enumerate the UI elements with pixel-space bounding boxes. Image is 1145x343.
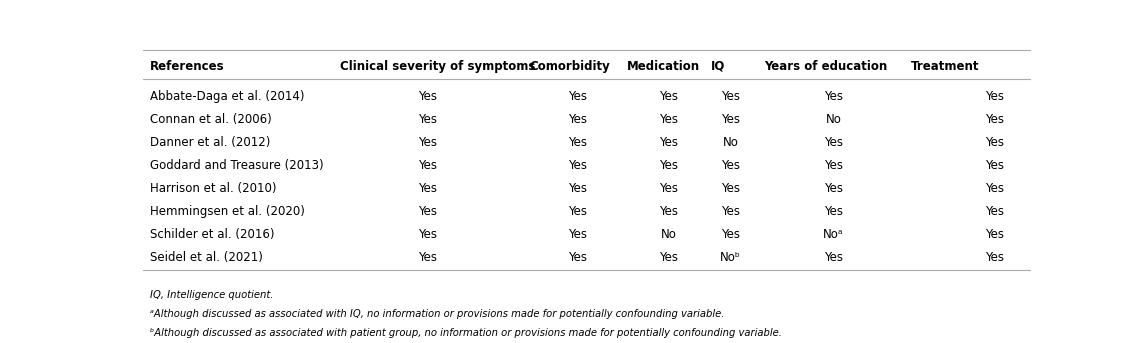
Text: Yes: Yes bbox=[824, 182, 843, 195]
Text: Yes: Yes bbox=[660, 182, 678, 195]
Text: Yes: Yes bbox=[986, 136, 1004, 149]
Text: Yes: Yes bbox=[986, 228, 1004, 241]
Text: No: No bbox=[661, 228, 677, 241]
Text: Danner et al. (2012): Danner et al. (2012) bbox=[150, 136, 270, 149]
Text: Yes: Yes bbox=[418, 90, 436, 103]
Text: Yes: Yes bbox=[568, 205, 587, 218]
Text: ᵇAlthough discussed as associated with patient group, no information or provisio: ᵇAlthough discussed as associated with p… bbox=[150, 328, 782, 338]
Text: Yes: Yes bbox=[568, 182, 587, 195]
Text: Yes: Yes bbox=[418, 251, 436, 264]
Text: Yes: Yes bbox=[824, 90, 843, 103]
Text: Seidel et al. (2021): Seidel et al. (2021) bbox=[150, 251, 263, 264]
Text: Hemmingsen et al. (2020): Hemmingsen et al. (2020) bbox=[150, 205, 305, 218]
Text: Yes: Yes bbox=[986, 251, 1004, 264]
Text: Yes: Yes bbox=[568, 90, 587, 103]
Text: Yes: Yes bbox=[660, 90, 678, 103]
Text: Yes: Yes bbox=[568, 159, 587, 172]
Text: Yes: Yes bbox=[824, 159, 843, 172]
Text: Yes: Yes bbox=[721, 182, 740, 195]
Text: ᵃAlthough discussed as associated with IQ, no information or provisions made for: ᵃAlthough discussed as associated with I… bbox=[150, 309, 725, 319]
Text: IQ, Intelligence quotient.: IQ, Intelligence quotient. bbox=[150, 290, 274, 300]
Text: Years of education: Years of education bbox=[765, 60, 887, 73]
Text: IQ: IQ bbox=[711, 60, 726, 73]
Text: Schilder et al. (2016): Schilder et al. (2016) bbox=[150, 228, 275, 241]
Text: Connan et al. (2006): Connan et al. (2006) bbox=[150, 113, 273, 126]
Text: Yes: Yes bbox=[660, 159, 678, 172]
Text: Medication: Medication bbox=[626, 60, 700, 73]
Text: Yes: Yes bbox=[418, 228, 436, 241]
Text: Yes: Yes bbox=[721, 228, 740, 241]
Text: Harrison et al. (2010): Harrison et al. (2010) bbox=[150, 182, 277, 195]
Text: Yes: Yes bbox=[986, 159, 1004, 172]
Text: Yes: Yes bbox=[568, 251, 587, 264]
Text: References: References bbox=[150, 60, 224, 73]
Text: Yes: Yes bbox=[721, 205, 740, 218]
Text: No: No bbox=[826, 113, 842, 126]
Text: Yes: Yes bbox=[660, 136, 678, 149]
Text: Noᵃ: Noᵃ bbox=[823, 228, 844, 241]
Text: Goddard and Treasure (2013): Goddard and Treasure (2013) bbox=[150, 159, 324, 172]
Text: Yes: Yes bbox=[986, 182, 1004, 195]
Text: Yes: Yes bbox=[721, 90, 740, 103]
Text: Yes: Yes bbox=[568, 228, 587, 241]
Text: Yes: Yes bbox=[986, 113, 1004, 126]
Text: Yes: Yes bbox=[660, 251, 678, 264]
Text: Yes: Yes bbox=[660, 113, 678, 126]
Text: Yes: Yes bbox=[418, 159, 436, 172]
Text: Yes: Yes bbox=[568, 136, 587, 149]
Text: Noᵇ: Noᵇ bbox=[720, 251, 741, 264]
Text: Yes: Yes bbox=[824, 205, 843, 218]
Text: Comorbidity: Comorbidity bbox=[529, 60, 610, 73]
Text: Yes: Yes bbox=[418, 182, 436, 195]
Text: Yes: Yes bbox=[824, 136, 843, 149]
Text: Yes: Yes bbox=[660, 205, 678, 218]
Text: Yes: Yes bbox=[418, 113, 436, 126]
Text: No: No bbox=[722, 136, 739, 149]
Text: Yes: Yes bbox=[418, 205, 436, 218]
Text: Yes: Yes bbox=[568, 113, 587, 126]
Text: Abbate-Daga et al. (2014): Abbate-Daga et al. (2014) bbox=[150, 90, 305, 103]
Text: Clinical severity of symptoms: Clinical severity of symptoms bbox=[340, 60, 536, 73]
Text: Yes: Yes bbox=[721, 159, 740, 172]
Text: Treatment: Treatment bbox=[910, 60, 979, 73]
Text: Yes: Yes bbox=[418, 136, 436, 149]
Text: Yes: Yes bbox=[824, 251, 843, 264]
Text: Yes: Yes bbox=[721, 113, 740, 126]
Text: Yes: Yes bbox=[986, 90, 1004, 103]
Text: Yes: Yes bbox=[986, 205, 1004, 218]
